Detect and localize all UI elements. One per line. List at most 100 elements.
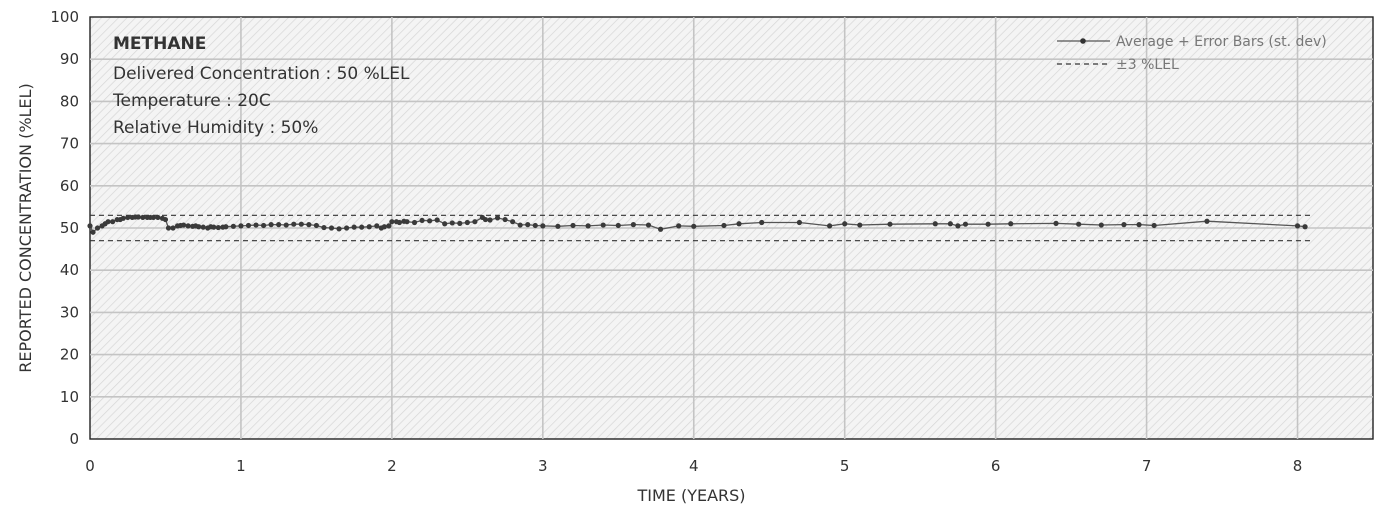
data-point: [366, 224, 372, 230]
data-point: [306, 222, 312, 228]
data-point: [185, 223, 191, 229]
data-point: [245, 222, 252, 229]
data-point: [180, 222, 187, 228]
data-point: [434, 217, 440, 223]
data-point: [510, 219, 516, 225]
data-point: [291, 221, 297, 227]
data-point: [796, 219, 803, 226]
data-point: [502, 216, 508, 223]
data-point: [721, 222, 727, 229]
data-point: [482, 216, 489, 223]
x-tick-label: 8: [1293, 457, 1303, 475]
y-tick-label: 10: [60, 388, 79, 406]
data-point: [517, 222, 523, 228]
data-point: [464, 219, 470, 226]
y-tick-label: 50: [60, 219, 79, 237]
x-tick-label: 3: [538, 457, 548, 475]
data-point: [110, 219, 116, 225]
data-point: [200, 224, 206, 230]
data-point: [313, 222, 320, 229]
y-axis-label: REPORTED CONCENTRATION (%LEL): [16, 83, 35, 372]
annotation-line: Temperature : 20C: [112, 91, 271, 111]
data-point: [842, 221, 848, 227]
data-point: [1204, 218, 1210, 224]
data-point: [827, 223, 833, 229]
data-point: [759, 219, 765, 226]
data-point: [268, 222, 274, 228]
y-tick-label: 70: [60, 135, 79, 153]
data-point: [1076, 221, 1082, 227]
data-point: [283, 222, 289, 228]
reference-lines: [90, 214, 1313, 242]
data-point: [657, 226, 664, 232]
data-point: [328, 225, 335, 231]
data-point: [411, 219, 418, 226]
y-tick-label: 40: [60, 261, 79, 279]
legend-marker-average: [1080, 38, 1086, 44]
data-point: [955, 223, 961, 229]
x-tick-label: 4: [689, 457, 699, 475]
data-point: [1053, 220, 1059, 226]
y-tick-label: 20: [60, 346, 79, 364]
data-point: [404, 219, 410, 225]
data-point: [962, 221, 969, 227]
data-point: [1151, 222, 1157, 229]
data-point: [615, 222, 621, 229]
data-point: [600, 222, 606, 228]
annotation-line: Delivered Concentration : 50 %LEL: [113, 64, 410, 84]
data-point: [336, 226, 342, 232]
data-point: [736, 221, 742, 227]
data-point: [298, 221, 304, 227]
annotation-line: Relative Humidity : 50%: [113, 118, 318, 138]
data-point: [427, 218, 433, 224]
data-point: [985, 221, 991, 227]
data-point: [170, 225, 176, 231]
legend-label-dashed: ±3 %LEL: [1116, 57, 1179, 73]
data-point: [1136, 222, 1142, 228]
data-point: [442, 221, 448, 227]
data-point: [215, 224, 221, 231]
data-point: [1098, 222, 1104, 228]
x-axis-label: TIME (YEARS): [636, 486, 745, 505]
data-point: [276, 222, 282, 228]
data-point: [585, 223, 591, 229]
data-point: [570, 222, 576, 229]
data-point: [359, 224, 365, 230]
data-point: [676, 223, 682, 229]
x-tick-label: 0: [85, 457, 95, 475]
data-point: [1008, 221, 1014, 227]
data-point: [230, 223, 236, 229]
data-point: [1302, 224, 1308, 230]
data-point: [87, 223, 93, 229]
data-point: [351, 224, 357, 230]
data-point: [472, 219, 478, 225]
x-tick-label: 1: [236, 457, 246, 475]
data-point: [150, 214, 156, 221]
data-point: [211, 224, 217, 230]
data-point: [525, 222, 531, 228]
data-point: [691, 223, 697, 229]
legend: Average + Error Bars (st. dev) ±3 %LEL: [1057, 34, 1327, 73]
data-point: [947, 221, 953, 227]
data-point: [487, 217, 493, 223]
data-point: [344, 225, 350, 231]
data-point: [381, 224, 387, 230]
annotation-title: METHANE: [113, 34, 206, 54]
data-point: [135, 214, 141, 220]
data-point: [449, 220, 455, 226]
data-point: [540, 223, 546, 229]
data-point: [90, 229, 96, 235]
data-point: [162, 216, 169, 223]
y-tick-label: 80: [60, 92, 79, 110]
data-point: [396, 219, 403, 226]
data-point: [532, 222, 538, 229]
data-point: [94, 225, 101, 231]
y-tick-label: 30: [60, 303, 79, 321]
data-point: [887, 221, 893, 227]
x-tick-label: 6: [991, 457, 1001, 475]
legend-label-average: Average + Error Bars (st. dev): [1116, 34, 1327, 50]
data-point: [223, 224, 229, 230]
data-point: [1294, 223, 1301, 229]
